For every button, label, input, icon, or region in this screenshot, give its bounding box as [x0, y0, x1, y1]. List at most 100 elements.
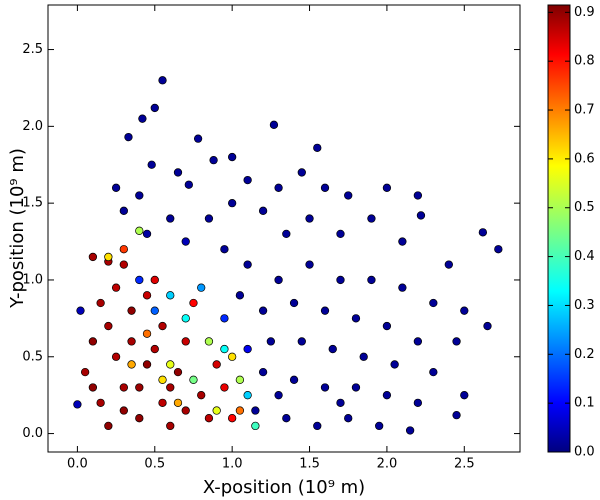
point [305, 214, 314, 223]
y-tick-label: 0.0 [22, 426, 43, 441]
point [181, 406, 190, 415]
point [494, 245, 503, 254]
point [189, 375, 198, 384]
point [235, 291, 245, 300]
point [212, 360, 221, 369]
point [204, 337, 214, 346]
point [166, 291, 175, 300]
point [274, 183, 283, 192]
point [73, 400, 82, 409]
point [251, 421, 260, 431]
point [274, 391, 283, 400]
point [220, 383, 229, 392]
x-tick-label: 0.5 [144, 457, 165, 472]
point [282, 229, 291, 239]
point [452, 337, 461, 346]
point [135, 383, 144, 392]
point [266, 337, 275, 346]
point [119, 206, 128, 215]
point [150, 275, 159, 285]
point [429, 298, 438, 308]
point [258, 306, 268, 315]
point [209, 155, 218, 165]
y-tick-label: 1.5 [22, 196, 43, 211]
point [150, 103, 159, 113]
colorbar-tick-label: 0.7 [574, 103, 595, 118]
point [96, 298, 105, 308]
point [189, 298, 198, 308]
point [375, 421, 384, 431]
point [220, 344, 229, 354]
point [184, 180, 193, 189]
point [197, 283, 206, 292]
point [382, 183, 392, 192]
point [243, 344, 252, 354]
point [452, 410, 461, 420]
point [197, 391, 206, 400]
point [104, 252, 113, 262]
point [390, 360, 399, 369]
point [351, 383, 361, 392]
point [181, 237, 190, 246]
point [212, 406, 221, 415]
point [166, 421, 175, 431]
point [274, 275, 283, 285]
point [413, 191, 423, 200]
point [158, 321, 167, 331]
point [88, 337, 98, 346]
point [235, 375, 245, 384]
point [251, 406, 260, 415]
colorbar-tick-label: 0.6 [574, 151, 595, 166]
point [258, 206, 268, 215]
point [320, 306, 330, 315]
point [181, 337, 190, 346]
point [76, 306, 85, 315]
point [119, 406, 128, 415]
point [235, 406, 245, 415]
point [243, 175, 252, 185]
point [460, 306, 469, 315]
point [344, 191, 353, 200]
point [193, 134, 203, 143]
point [305, 260, 314, 269]
point [382, 391, 392, 400]
point [158, 76, 167, 85]
colorbar [547, 4, 571, 453]
point [320, 383, 330, 392]
point [483, 321, 492, 331]
point [173, 168, 183, 177]
y-tick-label: 2.0 [22, 119, 43, 134]
point [478, 228, 488, 237]
point [336, 275, 345, 285]
point [258, 367, 268, 377]
point [328, 344, 337, 354]
point [344, 414, 353, 423]
point [289, 375, 299, 384]
point [135, 275, 144, 285]
point [142, 229, 152, 239]
point [173, 398, 183, 407]
point [124, 132, 133, 142]
plot-area [48, 5, 520, 452]
point [398, 237, 407, 246]
point [181, 314, 190, 323]
point [228, 199, 237, 208]
point [173, 367, 183, 377]
point [313, 421, 322, 431]
point [127, 306, 136, 315]
point [80, 367, 90, 377]
point [367, 275, 376, 285]
point [127, 337, 136, 346]
point [96, 398, 105, 407]
point [444, 260, 453, 269]
point [104, 421, 113, 431]
point [336, 398, 345, 407]
point [147, 160, 156, 169]
colorbar-tick-label: 0.1 [574, 396, 595, 411]
point [429, 367, 438, 377]
point [88, 383, 98, 392]
point [204, 414, 214, 423]
point [119, 383, 128, 392]
point [297, 337, 306, 346]
point [119, 245, 128, 254]
